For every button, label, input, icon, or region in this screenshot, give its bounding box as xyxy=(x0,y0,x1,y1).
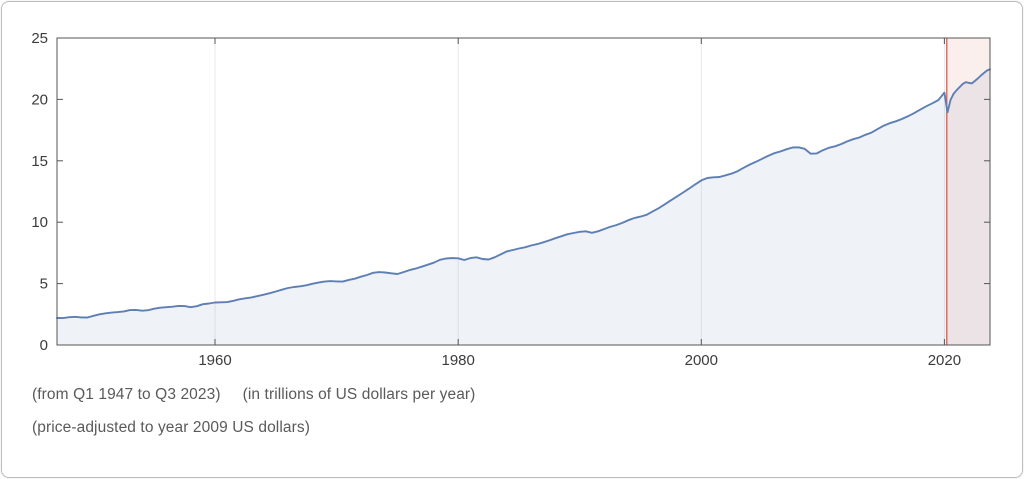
x-tick-label: 1960 xyxy=(198,352,231,369)
gdp-area-fill xyxy=(57,69,990,346)
y-tick-label: 25 xyxy=(31,30,48,47)
chart-caption-line2: (price-adjusted to year 2009 US dollars) xyxy=(32,419,310,437)
y-tick-label: 10 xyxy=(31,214,48,231)
y-tick-label: 20 xyxy=(31,91,48,108)
gdp-line-chart: 1960 1980 2000 2020 0 5 10 15 20 25 xyxy=(31,30,991,369)
plot-frame xyxy=(56,37,991,346)
y-tick-label: 15 xyxy=(31,153,48,170)
x-tick-label: 2020 xyxy=(928,352,961,369)
caption-price-adjustment: (price-adjusted to year 2009 US dollars) xyxy=(32,419,310,436)
caption-date-range: (from Q1 1947 to Q3 2023) xyxy=(32,386,221,403)
y-tick-label: 0 xyxy=(40,337,48,354)
chart-caption-line1: (from Q1 1947 to Q3 2023) (in trillions o… xyxy=(32,386,475,404)
gdp-line xyxy=(56,68,991,320)
caption-units: (in trillions of US dollars per year) xyxy=(242,386,476,403)
x-tick-label: 2000 xyxy=(685,352,718,369)
y-tick-label: 5 xyxy=(40,276,48,293)
highlight-region xyxy=(946,38,990,345)
x-tick-label: 1980 xyxy=(442,352,475,369)
